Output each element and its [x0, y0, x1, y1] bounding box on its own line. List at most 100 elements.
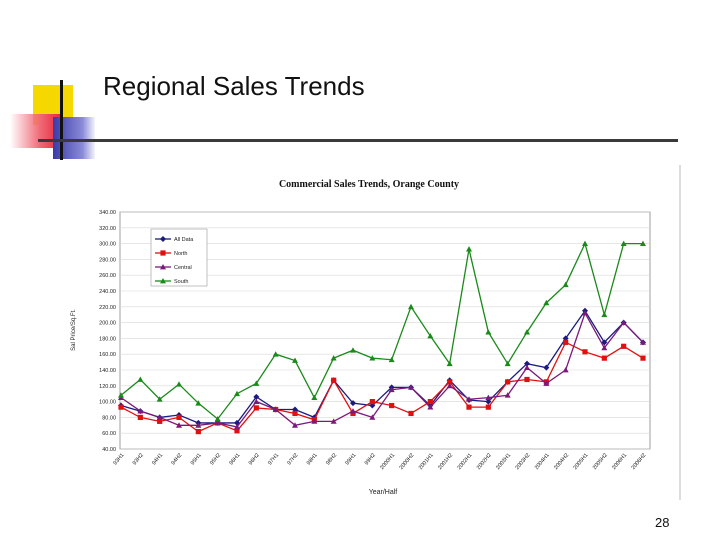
y-tick-label: 200.00 [99, 321, 116, 327]
x-tick-label: 97H1 [267, 452, 280, 466]
series-lines [118, 240, 646, 435]
data-point [466, 396, 472, 402]
y-tick-label: 160.00 [99, 352, 116, 358]
data-point [427, 333, 434, 339]
y-tick-label: 320.00 [99, 226, 116, 232]
x-tick-label: 96H2 [248, 452, 261, 466]
x-tick-label: 2004H1 [534, 452, 551, 471]
y-tick-label: 80.00 [102, 415, 116, 421]
data-point [234, 390, 240, 397]
data-point [388, 356, 395, 363]
legend-label-north: North [174, 251, 187, 257]
series-line-central [120, 311, 644, 428]
x-tick-label: 97H2 [286, 452, 299, 466]
y-tick-labels: 40.00 60.00 80.00 100.00 120.00 140.00 160.00 1… [99, 210, 116, 453]
x-tick-label: 95H2 [209, 452, 222, 466]
x-tick-label: 2005H2 [592, 452, 609, 471]
data-point [292, 410, 298, 417]
series-south [118, 240, 646, 422]
x-tick-label: 2003H2 [515, 452, 532, 471]
data-point [562, 367, 569, 373]
data-point [311, 418, 318, 424]
data-point [447, 379, 453, 385]
y-tick-label: 240.00 [99, 289, 116, 295]
data-point [253, 393, 260, 400]
data-point [272, 351, 279, 357]
x-tick-label: 2000H2 [399, 452, 416, 471]
data-point [350, 400, 356, 407]
data-point [601, 344, 608, 351]
data-point [601, 355, 607, 361]
data-point [234, 423, 240, 430]
data-point [156, 396, 163, 402]
data-point [137, 414, 143, 420]
grid-lines [120, 211, 650, 450]
data-point [195, 422, 202, 428]
data-point [331, 377, 337, 383]
data-point [253, 380, 260, 386]
data-point [350, 408, 356, 414]
legend-label-all-data: All Data [174, 237, 194, 243]
x-tick-labels: 93H1 93H2 94H1 94H2 95H1 95H2 96H1 96H2 97H1 97H2… [112, 452, 647, 471]
legend-marker-central [160, 264, 166, 270]
y-tick-label: 260.00 [99, 273, 116, 279]
x-tick-label: 95H1 [190, 452, 203, 466]
x-tick-label: 2005H1 [573, 452, 590, 471]
data-point [272, 406, 279, 412]
data-point [176, 381, 182, 387]
data-point [369, 399, 375, 405]
data-point [446, 360, 453, 367]
plot-area [119, 211, 651, 450]
x-tick-label: 2002H1 [457, 452, 474, 471]
legend-marker-south [160, 278, 166, 284]
data-point [176, 414, 182, 420]
decor-red-bar [10, 114, 60, 148]
data-point [253, 398, 260, 404]
series-central [118, 310, 646, 430]
data-point [620, 240, 627, 246]
y-tick-label: 120.00 [99, 384, 116, 390]
y-tick-label: 60.00 [102, 431, 116, 437]
x-tick-label: 94H2 [170, 452, 183, 466]
data-point [408, 384, 414, 390]
x-tick-label: 2001H1 [418, 452, 435, 471]
x-tick-label: 99H1 [344, 452, 357, 466]
y-tick-label: 280.00 [99, 257, 116, 263]
data-point [466, 246, 472, 252]
data-point [330, 418, 337, 424]
data-point [504, 360, 511, 367]
data-point [137, 408, 144, 414]
data-point [524, 360, 530, 367]
data-point [408, 410, 414, 417]
data-point [524, 329, 530, 335]
data-point [485, 404, 491, 410]
data-point [601, 311, 608, 318]
x-tick-label: 94H1 [151, 452, 164, 466]
legend-marker-north [160, 250, 166, 256]
series-line-south [120, 241, 643, 420]
x-tick-label: 98H1 [306, 452, 319, 466]
data-point [408, 303, 414, 310]
data-point [388, 386, 395, 393]
x-tick-label: 2006H2 [631, 452, 648, 471]
x-axis-label: Year/Half [369, 489, 398, 496]
data-point [118, 392, 124, 398]
data-point [427, 404, 434, 410]
x-tick-label: 2003H1 [495, 452, 512, 471]
y-tick-label: 140.00 [99, 368, 116, 374]
data-point [582, 310, 588, 316]
data-point [253, 405, 259, 411]
data-point [157, 418, 163, 424]
x-tick-label: 93H1 [112, 452, 125, 466]
data-point [562, 281, 569, 288]
data-point [234, 428, 240, 434]
x-tick-label: 96H1 [228, 452, 241, 466]
data-point [485, 394, 492, 401]
data-point [485, 398, 492, 405]
data-point [505, 379, 511, 385]
decor-vertical-line [60, 80, 63, 160]
data-point [466, 404, 472, 410]
decor-horizontal-rule [38, 139, 678, 142]
data-point [640, 355, 646, 361]
data-point [543, 380, 550, 386]
